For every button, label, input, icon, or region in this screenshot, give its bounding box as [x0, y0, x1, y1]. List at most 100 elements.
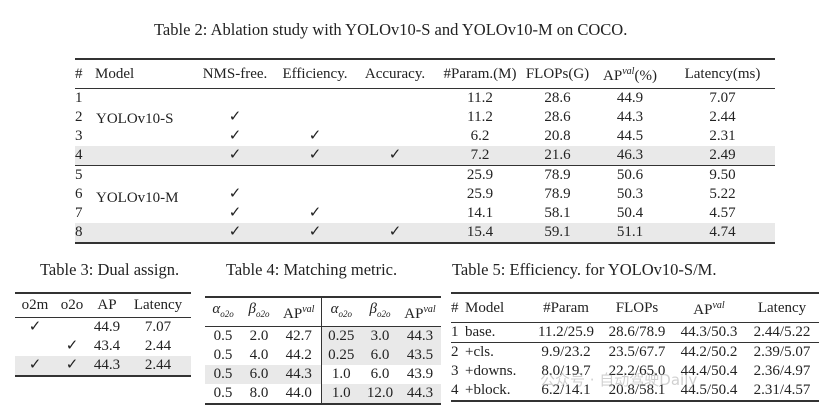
table-cell: 6.2: [470, 128, 490, 144]
table-cell: 1.0: [320, 365, 361, 384]
table3-caption: Table 3: Dual assign.: [40, 260, 180, 279]
table-cell: ✓: [228, 205, 242, 221]
table-cell: 4: [75, 146, 95, 166]
table-cell: 22.2/65.0: [608, 363, 666, 379]
table-cell: 2.31: [709, 128, 736, 144]
header-alpha: αo2o: [205, 297, 241, 327]
header-latency: Latency: [125, 293, 191, 318]
table-cell: 4.74: [670, 223, 775, 243]
table-cell: [355, 165, 435, 185]
table-row: 0.5 4.0 44.2 0.25 6.0 43.5: [205, 346, 441, 365]
table-cell: 6.0: [361, 346, 399, 365]
table-row: 3 +downs. 8.0/19.7 22.2/65.0 44.4/50.4 2.36/4…: [451, 362, 819, 381]
table-cell: 44.3: [277, 365, 321, 384]
table-row: 5 25.9 78.9 50.6 9.50: [75, 165, 775, 185]
header-o2m: o2m: [15, 293, 55, 318]
table-row: 1 base. 11.2/25.9 28.6/78.9 44.3/50.3 2.44/5.…: [451, 323, 819, 343]
table-cell: 59.1: [525, 223, 590, 243]
table-cell: 7.07: [144, 319, 172, 335]
table-row: 0.5 8.0 44.0 1.0 12.0 44.3: [205, 384, 441, 404]
table-row: 1 11.2 28.6 44.9 7.07: [75, 89, 775, 109]
table-cell: 3: [75, 128, 83, 144]
table-cell: 7.07: [709, 90, 736, 106]
header-alpha-2: αo2o: [320, 297, 361, 327]
table-cell: 2.39/5.07: [745, 342, 819, 362]
table-cell: [55, 318, 89, 338]
table-cell: 50.4: [616, 205, 644, 221]
table-cell: 6.0: [370, 366, 390, 382]
table-row: ✓ ✓ 44.3 2.44: [15, 356, 191, 376]
table-cell: [355, 185, 435, 204]
table-cell: 25.9: [466, 186, 494, 202]
table-cell: 44.4/50.4: [680, 363, 738, 379]
table-cell: 21.6: [525, 146, 590, 166]
header-ap: AP: [89, 293, 125, 318]
table-cell: ✓: [308, 128, 322, 144]
table-cell: 43.9: [406, 366, 434, 382]
table-cell: [15, 337, 55, 356]
table-cell: 44.2/50.2: [673, 342, 745, 362]
table-cell: ✓: [195, 146, 275, 166]
header-nms-free: NMS-free.: [195, 59, 275, 89]
table-cell: 7: [75, 205, 83, 221]
table-cell: 8.0/19.7: [541, 363, 591, 379]
table-cell: [355, 127, 435, 146]
table-cell: ✓: [65, 338, 79, 354]
table-cell: +block.: [465, 382, 511, 398]
table-cell: 0.5: [205, 365, 241, 384]
table-cell: 51.1: [590, 223, 670, 243]
header-ap: APval(%): [590, 59, 670, 89]
table-cell: 8: [75, 223, 95, 243]
table-cell: 44.0: [285, 385, 312, 401]
header-accuracy: Accuracy.: [355, 59, 435, 89]
header-beta-2: βo2o: [361, 297, 399, 327]
table-cell: 23.5/67.7: [601, 342, 673, 362]
table2-header: # Model NMS-free. Efficiency. Accuracy. …: [75, 59, 775, 89]
table-cell: 44.3: [89, 356, 125, 376]
table-cell: 4: [451, 382, 459, 398]
table-cell: 20.8/58.1: [608, 382, 666, 398]
table-cell: [95, 89, 195, 109]
table-cell: 44.3: [399, 384, 441, 404]
table4: αo2o βo2o APval αo2o βo2o APval 0.5 2.0 42…: [205, 296, 441, 405]
table-cell: 44.3: [616, 109, 644, 125]
table-row: 2 ✓ 11.2 28.6 44.3 2.44: [75, 108, 775, 127]
table-cell: 44.9: [616, 90, 644, 106]
table-cell: [95, 127, 195, 146]
table-cell: 1: [75, 90, 83, 106]
table-row: 6 ✓ 25.9 78.9 50.3 5.22: [75, 185, 775, 204]
table-cell: 25.9: [435, 165, 525, 185]
table-cell: ✓: [275, 223, 355, 243]
header-index: #: [75, 59, 95, 89]
table-cell: 4.57: [709, 205, 736, 221]
table-cell: 9.50: [670, 165, 775, 185]
table-cell: 44.3: [399, 326, 441, 346]
table-row: 3 ✓ ✓ 6.2 20.8 44.5 2.31: [75, 127, 775, 146]
table-cell: 11.2: [467, 109, 493, 125]
table-cell: base.: [465, 324, 496, 340]
table-cell: 2: [75, 109, 83, 125]
table-cell: 3: [451, 363, 459, 379]
table-cell: 28.6: [544, 90, 571, 106]
table-cell: 50.6: [590, 165, 670, 185]
table-cell: 2.44: [125, 356, 191, 376]
table-cell: 0.5: [213, 347, 233, 363]
table-cell: 12.0: [361, 384, 399, 404]
table-cell: [95, 146, 195, 166]
table-row: 4 ✓ ✓ ✓ 7.2 21.6 46.3 2.49: [75, 146, 775, 166]
table-cell: 44.2: [285, 347, 312, 363]
table-cell: 43.5: [399, 346, 441, 365]
table-cell: 2.36/4.97: [753, 363, 811, 379]
table-cell: 28.6/78.9: [608, 324, 666, 340]
header-params: #Param: [531, 293, 601, 323]
table-cell: [355, 89, 435, 109]
table3: o2m o2o AP Latency ✓ 44.9 7.07 ✓ 43.4 2.44 ✓ ✓ 44.3…: [15, 292, 191, 377]
table-cell: 58.1: [544, 205, 571, 221]
table-cell: 3.0: [361, 326, 399, 346]
table-cell: 44.5: [616, 128, 644, 144]
header-params: #Param.(M): [435, 59, 525, 89]
table-cell: [95, 223, 195, 243]
table-cell: 44.9: [93, 319, 121, 335]
table-cell: 78.9: [525, 165, 590, 185]
table-row: 7 ✓ ✓ 14.1 58.1 50.4 4.57: [75, 204, 775, 223]
